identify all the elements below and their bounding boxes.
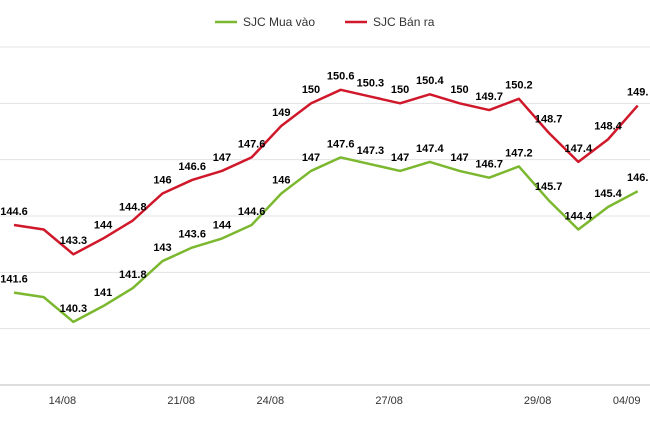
series-line bbox=[13, 88, 639, 256]
x-tick-label: 29/08 bbox=[524, 395, 552, 407]
data-label: 143.6 bbox=[178, 228, 206, 240]
data-label: 147.6 bbox=[238, 138, 266, 150]
x-tick-label: 04/09 bbox=[613, 395, 641, 407]
data-label: 146 bbox=[153, 174, 171, 186]
legend-label: SJC Mua vào bbox=[243, 15, 315, 29]
data-label: 150 bbox=[450, 84, 468, 96]
data-label: 141 bbox=[94, 287, 112, 299]
data-label: 147 bbox=[213, 152, 231, 164]
data-label: 144 bbox=[213, 219, 232, 231]
data-label: 144 bbox=[94, 219, 113, 231]
data-label: 148.7 bbox=[535, 114, 563, 126]
data-label: 144.6 bbox=[0, 206, 28, 218]
x-tick-label: 24/08 bbox=[257, 395, 285, 407]
data-label: 147.4 bbox=[416, 143, 444, 155]
data-label: 146. bbox=[627, 172, 648, 184]
data-label: 147 bbox=[302, 152, 320, 164]
data-label: 150.3 bbox=[357, 77, 385, 89]
x-tick-label: 27/08 bbox=[375, 395, 403, 407]
data-label: 148.4 bbox=[594, 120, 622, 132]
data-label: 140.3 bbox=[60, 303, 88, 315]
data-label: 141.8 bbox=[119, 269, 147, 281]
x-tick-label: 14/08 bbox=[49, 395, 77, 407]
data-label: 147.4 bbox=[565, 143, 593, 155]
data-label: 147.6 bbox=[327, 138, 355, 150]
data-label: 146.6 bbox=[178, 161, 206, 173]
data-label: 150 bbox=[302, 84, 320, 96]
data-label: 146 bbox=[272, 174, 290, 186]
x-tick-label: 21/08 bbox=[167, 395, 195, 407]
data-label: 150 bbox=[391, 84, 409, 96]
data-label: 147.3 bbox=[357, 145, 385, 157]
data-label: 145.4 bbox=[594, 188, 622, 200]
data-label: 150.4 bbox=[416, 75, 444, 87]
data-label: 144.4 bbox=[565, 210, 593, 222]
legend-label: SJC Bán ra bbox=[373, 15, 435, 29]
data-label: 144.6 bbox=[238, 206, 266, 218]
data-label: 144.8 bbox=[119, 201, 147, 213]
data-label: 147 bbox=[450, 152, 468, 164]
data-label: 147.2 bbox=[505, 147, 533, 159]
data-label: 149. bbox=[627, 86, 648, 98]
data-label: 149 bbox=[272, 107, 290, 119]
data-label: 150.2 bbox=[505, 80, 533, 92]
data-label: 145.7 bbox=[535, 181, 563, 193]
data-label: 150.6 bbox=[327, 71, 355, 83]
series-line bbox=[13, 156, 639, 324]
data-label: 147 bbox=[391, 152, 409, 164]
data-label: 143.3 bbox=[60, 235, 88, 247]
data-label: 149.7 bbox=[475, 91, 503, 103]
data-label: 146.7 bbox=[475, 159, 503, 171]
data-label: 141.6 bbox=[0, 274, 28, 286]
data-label: 143 bbox=[153, 242, 171, 254]
